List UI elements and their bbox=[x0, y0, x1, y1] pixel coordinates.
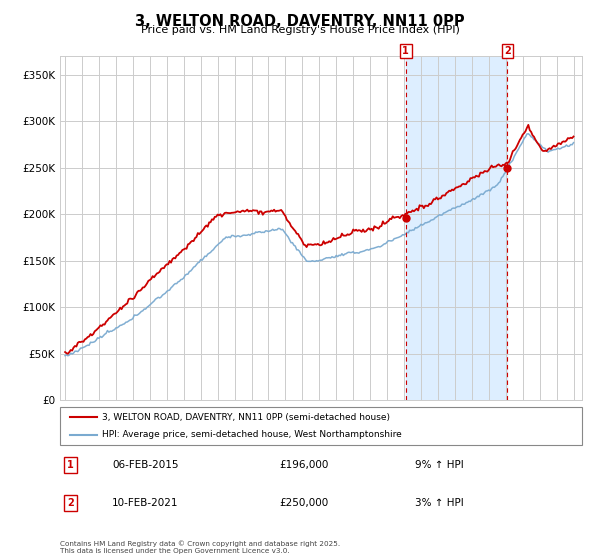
Text: 1: 1 bbox=[67, 460, 74, 470]
Text: 10-FEB-2021: 10-FEB-2021 bbox=[112, 498, 179, 508]
Text: 06-FEB-2015: 06-FEB-2015 bbox=[112, 460, 179, 470]
Text: 9% ↑ HPI: 9% ↑ HPI bbox=[415, 460, 464, 470]
Text: 3, WELTON ROAD, DAVENTRY, NN11 0PP (semi-detached house): 3, WELTON ROAD, DAVENTRY, NN11 0PP (semi… bbox=[102, 413, 390, 422]
Text: 3, WELTON ROAD, DAVENTRY, NN11 0PP: 3, WELTON ROAD, DAVENTRY, NN11 0PP bbox=[135, 14, 465, 29]
Text: 2: 2 bbox=[67, 498, 74, 508]
Bar bbox=[406, 56, 508, 400]
Text: £196,000: £196,000 bbox=[279, 460, 329, 470]
FancyBboxPatch shape bbox=[60, 407, 582, 445]
Text: 1: 1 bbox=[403, 46, 409, 56]
Text: 3% ↑ HPI: 3% ↑ HPI bbox=[415, 498, 464, 508]
Text: Price paid vs. HM Land Registry's House Price Index (HPI): Price paid vs. HM Land Registry's House … bbox=[140, 25, 460, 35]
Text: HPI: Average price, semi-detached house, West Northamptonshire: HPI: Average price, semi-detached house,… bbox=[102, 431, 401, 440]
Text: Contains HM Land Registry data © Crown copyright and database right 2025.
This d: Contains HM Land Registry data © Crown c… bbox=[60, 541, 340, 554]
Text: £250,000: £250,000 bbox=[279, 498, 328, 508]
Text: 2: 2 bbox=[504, 46, 511, 56]
